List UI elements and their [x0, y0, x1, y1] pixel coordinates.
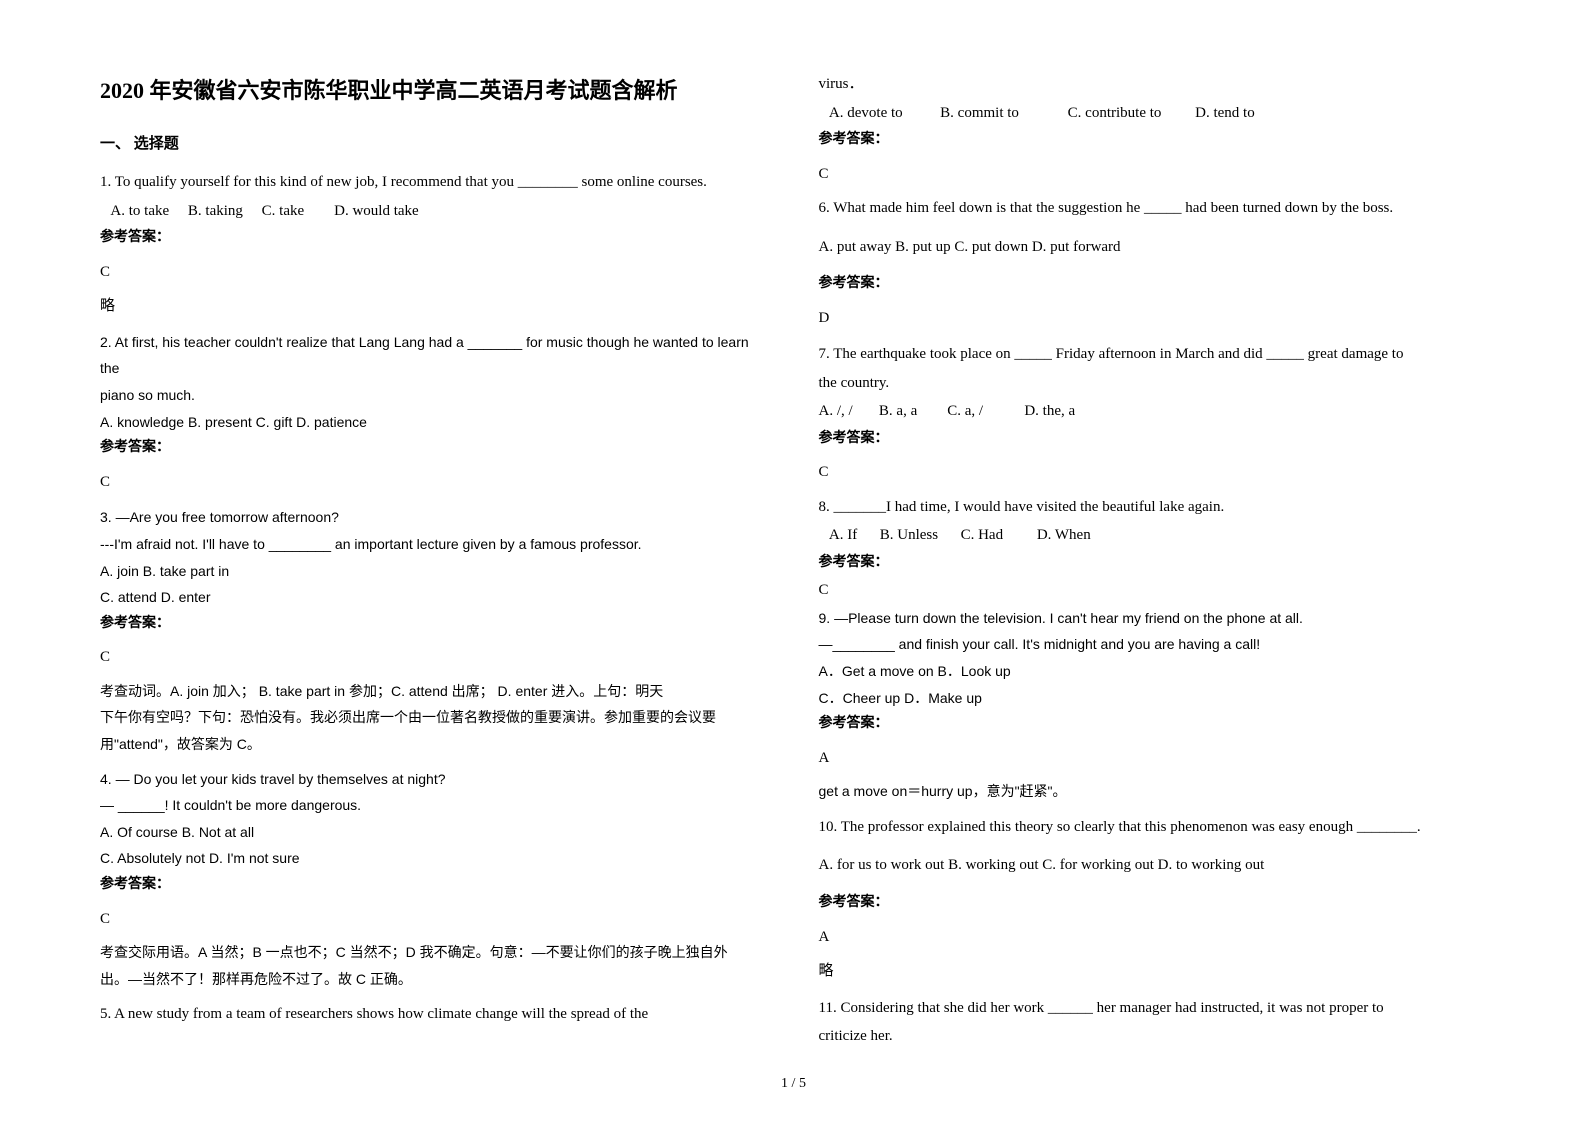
q1-answer: C	[100, 258, 769, 287]
q5-answer: C	[819, 160, 1488, 189]
q4-explanation-line1: 考查交际用语。A 当然；B 一点也不；C 当然不；D 我不确定。句意：—不要让你…	[100, 939, 769, 966]
q9-options-line2: C．Cheer up D．Make up	[819, 685, 1488, 712]
q7-stem-line1: 7. The earthquake took place on _____ Fr…	[819, 340, 1488, 369]
q9-explanation: get a move on＝hurry up，意为"赶紧"。	[819, 778, 1488, 805]
q8-stem: 8. _______I had time, I would have visit…	[819, 493, 1488, 522]
q7-answer-label: 参考答案：	[819, 426, 1488, 453]
q4-explanation-line2: 出。—当然不了！那样再危险不过了。故 C 正确。	[100, 966, 769, 993]
q3-answer: C	[100, 643, 769, 672]
q3-options-line1: A. join B. take part in	[100, 558, 769, 585]
q3-explanation-line2: 下午你有空吗？下句：恐怕没有。我必须出席一个由一位著名教授做的重要演讲。参加重要…	[100, 704, 769, 731]
q4-answer: C	[100, 905, 769, 934]
section-heading: 一、 选择题	[100, 130, 769, 159]
q9-answer: A	[819, 744, 1488, 773]
q4-stem-line1: 4. — Do you let your kids travel by them…	[100, 766, 769, 793]
q7-stem-line2: the country.	[819, 369, 1488, 398]
q3-options-line2: C. attend D. enter	[100, 584, 769, 611]
q10-answer: A	[819, 923, 1488, 952]
q7-options: A. /, / B. a, a C. a, / D. the, a	[819, 397, 1488, 426]
q5-answer-label: 参考答案：	[819, 127, 1488, 154]
q3-answer-label: 参考答案：	[100, 611, 769, 638]
q5-options: A. devote to B. commit to C. contribute …	[819, 99, 1488, 128]
q3-stem-line1: 3. —Are you free tomorrow afternoon?	[100, 504, 769, 531]
q10-answer-label: 参考答案：	[819, 890, 1488, 917]
document-title: 2020 年安徽省六安市陈华职业中学高二英语月考试题含解析	[100, 70, 769, 112]
q3-stem-line2: ---I'm afraid not. I'll have to ________…	[100, 531, 769, 558]
q6-answer-label: 参考答案：	[819, 271, 1488, 298]
q7-answer: C	[819, 458, 1488, 487]
q1-note: 略	[100, 292, 769, 321]
q9-answer-label: 参考答案：	[819, 711, 1488, 738]
q2-answer-label: 参考答案：	[100, 435, 769, 462]
q3-explanation-line3: 用"attend"，故答案为 C。	[100, 731, 769, 758]
q4-stem-line2: — ______! It couldn't be more dangerous.	[100, 792, 769, 819]
q2-answer: C	[100, 468, 769, 497]
q9-stem-line1: 9. —Please turn down the television. I c…	[819, 605, 1488, 632]
q2-stem-line1: 2. At first, his teacher couldn't realiz…	[100, 329, 769, 382]
q8-answer: C	[819, 576, 1488, 605]
q1-stem: 1. To qualify yourself for this kind of …	[100, 168, 769, 197]
q8-options: A. If B. Unless C. Had D. When	[819, 521, 1488, 550]
page-number: 1 / 5	[781, 1076, 806, 1092]
q10-stem: 10. The professor explained this theory …	[819, 813, 1488, 842]
q6-stem: 6. What made him feel down is that the s…	[819, 194, 1488, 223]
q9-stem-line2: —________ and finish your call. It's mid…	[819, 631, 1488, 658]
q4-options-line1: A. Of course B. Not at all	[100, 819, 769, 846]
q2-options: A. knowledge B. present C. gift D. patie…	[100, 409, 769, 436]
right-column: virus． A. devote to B. commit to C. cont…	[819, 70, 1488, 1051]
q6-options: A. put away B. put up C. put down D. put…	[819, 233, 1488, 262]
q8-answer-label: 参考答案：	[819, 550, 1488, 577]
q5-stem: 5. A new study from a team of researcher…	[100, 1000, 769, 1029]
q11-stem-line2: criticize her.	[819, 1022, 1488, 1051]
q2-stem-line2: piano so much.	[100, 382, 769, 409]
left-column: 2020 年安徽省六安市陈华职业中学高二英语月考试题含解析 一、 选择题 1. …	[100, 70, 769, 1051]
q10-note: 略	[819, 957, 1488, 986]
q10-options: A. for us to work out B. working out C. …	[819, 851, 1488, 880]
q11-stem-line1: 11. Considering that she did her work __…	[819, 994, 1488, 1023]
q5-stem-cont: virus．	[819, 70, 1488, 99]
q6-answer: D	[819, 304, 1488, 333]
q9-options-line1: A．Get a move on B．Look up	[819, 658, 1488, 685]
q4-answer-label: 参考答案：	[100, 872, 769, 899]
q1-answer-label: 参考答案：	[100, 225, 769, 252]
q3-explanation-line1: 考查动词。A. join 加入； B. take part in 参加；C. a…	[100, 678, 769, 705]
q1-options: A. to take B. taking C. take D. would ta…	[100, 197, 769, 226]
q4-options-line2: C. Absolutely not D. I'm not sure	[100, 845, 769, 872]
